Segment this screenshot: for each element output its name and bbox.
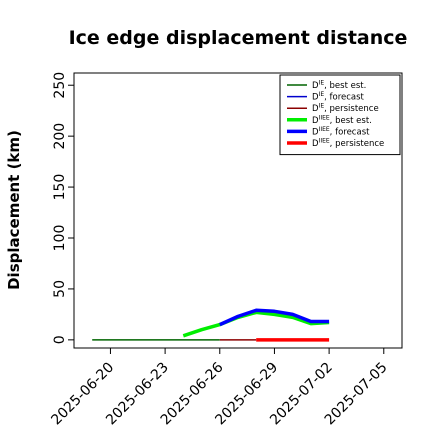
legend-label-5: DIIEE, forecast (312, 126, 370, 138)
series-line-5 (219, 308, 330, 327)
y-tick-label-50: 50 (52, 280, 68, 298)
legend-label-6: DIIEE, persistence (312, 138, 384, 150)
y-tick-label-100: 100 (52, 225, 68, 252)
legend-label-3: DIE, persistence (312, 103, 379, 115)
legend-label-2: DIE, forecast (312, 91, 365, 103)
legend-label-1: DIE, best est. (312, 80, 366, 92)
legend-label-4: DIIEE, best est. (312, 114, 372, 126)
plot-frame (73, 72, 403, 349)
y-axis-label: Displacement (km) (5, 130, 23, 290)
y-tick-label-150: 150 (52, 174, 68, 201)
chart-title: Ice edge displacement distance (69, 27, 408, 49)
y-tick-label-0: 0 (52, 335, 68, 344)
series-line-4 (182, 310, 330, 338)
y-tick-label-200: 200 (52, 123, 68, 150)
series-layer (92, 308, 330, 342)
y-tick-label-250: 250 (52, 72, 68, 99)
